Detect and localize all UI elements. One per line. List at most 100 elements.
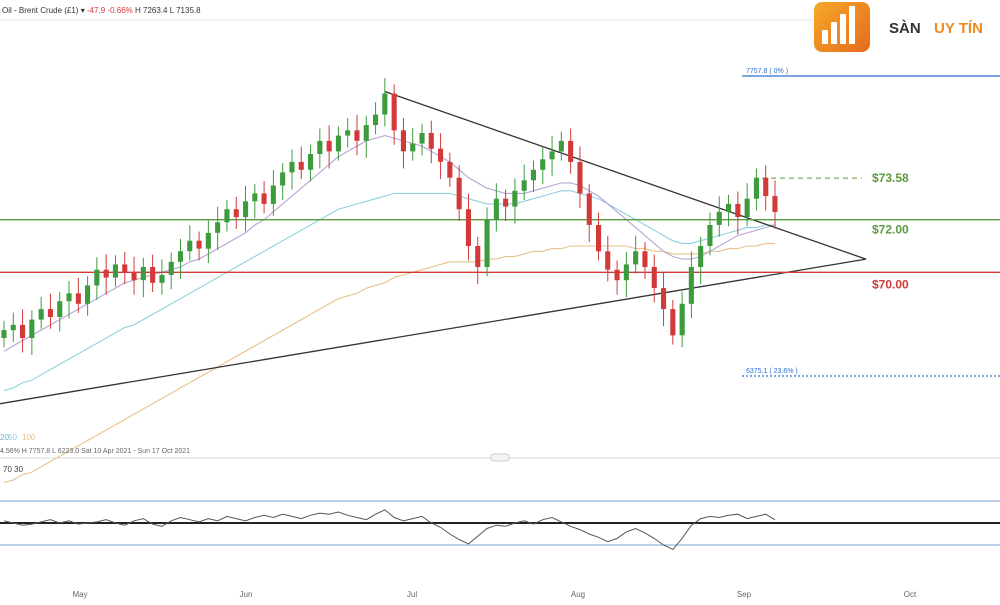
candle-body xyxy=(57,301,63,317)
candle-body xyxy=(568,140,574,162)
candle-body xyxy=(224,209,230,223)
candle-body xyxy=(753,177,759,199)
candle-body xyxy=(716,211,722,225)
chart-header: Oil - Brent Crude (£1) ▾ -47.9 -0.66% H … xyxy=(2,6,201,15)
candle-body xyxy=(428,133,434,149)
fib-label-236: 6375.1 ( 23.6% ) xyxy=(746,368,798,375)
candle-body xyxy=(735,203,741,217)
candle-body xyxy=(521,180,527,191)
candle-body xyxy=(596,225,602,252)
candle-body xyxy=(772,196,778,212)
resize-handle xyxy=(490,453,510,462)
candle-body xyxy=(159,274,165,283)
candle-body xyxy=(540,159,546,170)
candle-body xyxy=(577,161,583,194)
candle-body xyxy=(484,219,490,267)
candle-body xyxy=(243,201,249,218)
candle-body xyxy=(707,225,713,246)
candle-body xyxy=(363,125,369,141)
rsi-line xyxy=(3,509,776,551)
candle-body xyxy=(20,324,26,338)
candle-body xyxy=(549,151,555,160)
candle-body xyxy=(103,269,109,278)
candle-body xyxy=(112,264,118,278)
candle-body xyxy=(47,309,53,317)
candle-body xyxy=(456,177,462,210)
candle-body xyxy=(661,288,667,310)
price-change: -47.9 xyxy=(86,6,106,15)
candle-body xyxy=(289,161,295,173)
candle-body xyxy=(354,130,360,141)
candle-body xyxy=(651,267,657,288)
candle-body xyxy=(10,324,16,331)
candle-body xyxy=(29,319,35,338)
candle-body xyxy=(1,330,7,338)
candle-body xyxy=(400,130,406,152)
candle-body xyxy=(503,198,509,207)
ma20-line xyxy=(3,135,776,352)
candle-body xyxy=(187,240,193,252)
candle-body xyxy=(215,222,221,233)
ma-legend-item: 20 xyxy=(0,433,9,442)
candle-body xyxy=(530,169,536,181)
candle-body xyxy=(670,309,676,336)
candle-body xyxy=(688,267,694,304)
candle-body xyxy=(317,140,323,154)
candle-body xyxy=(261,193,267,204)
fib-label-0: 7757.8 ( 0% ) xyxy=(746,68,788,75)
candle-body xyxy=(252,193,258,202)
candle-body xyxy=(512,190,518,207)
logo-text-main: SÀN xyxy=(889,20,921,37)
ma100-line xyxy=(3,242,775,484)
candle-body xyxy=(298,161,304,170)
session-low: L 7135.8 xyxy=(169,6,201,15)
candle-body xyxy=(614,269,620,281)
candle-body xyxy=(345,130,351,136)
candle-body xyxy=(698,246,704,267)
candle-body xyxy=(233,209,239,218)
candle-body xyxy=(726,203,732,212)
level-label: $72.00 xyxy=(872,223,909,237)
candle-body xyxy=(326,140,332,152)
candle-body xyxy=(391,93,397,131)
candle-body xyxy=(168,261,174,275)
candle-body xyxy=(465,209,471,246)
candle-body xyxy=(85,285,91,304)
ma-legend-item: 100 xyxy=(22,433,36,442)
instrument-name: Oil - Brent Crude (£1) xyxy=(2,6,79,15)
candle-body xyxy=(38,309,44,320)
candle-body xyxy=(447,161,453,178)
candle-body xyxy=(308,154,314,170)
dropdown-icon[interactable]: ▾ xyxy=(80,6,85,15)
candle-body xyxy=(493,198,499,220)
x-tick-label: Sep xyxy=(737,590,752,599)
x-tick-label: Oct xyxy=(904,590,917,599)
candle-body xyxy=(122,264,128,273)
x-tick-label: Jun xyxy=(240,590,253,599)
candle-body xyxy=(94,269,100,286)
trendline-upper xyxy=(384,90,867,260)
candle-body xyxy=(205,232,211,249)
candle-body xyxy=(75,293,81,304)
session-high: H 7263.4 xyxy=(135,6,168,15)
candle-body xyxy=(66,293,72,302)
candle-body xyxy=(642,251,648,268)
candle-body xyxy=(140,267,146,281)
candle-body xyxy=(763,177,769,197)
candle-body xyxy=(605,251,611,270)
ma-legend-item: 50 xyxy=(8,433,17,442)
candle-body xyxy=(679,303,685,336)
candle-body xyxy=(475,246,481,267)
x-tick-label: Jul xyxy=(407,590,417,599)
trendline-lower xyxy=(0,258,867,405)
candle-body xyxy=(623,264,629,281)
candle-body xyxy=(131,272,137,281)
level-label: $73.58 xyxy=(872,171,909,185)
brand-logo: SÀN UY TÍN xyxy=(812,0,1000,54)
x-tick-label: Aug xyxy=(571,590,585,599)
candle-body xyxy=(335,135,341,152)
candle-body xyxy=(744,198,750,218)
candle-body xyxy=(177,251,183,262)
candle-body xyxy=(382,93,388,115)
